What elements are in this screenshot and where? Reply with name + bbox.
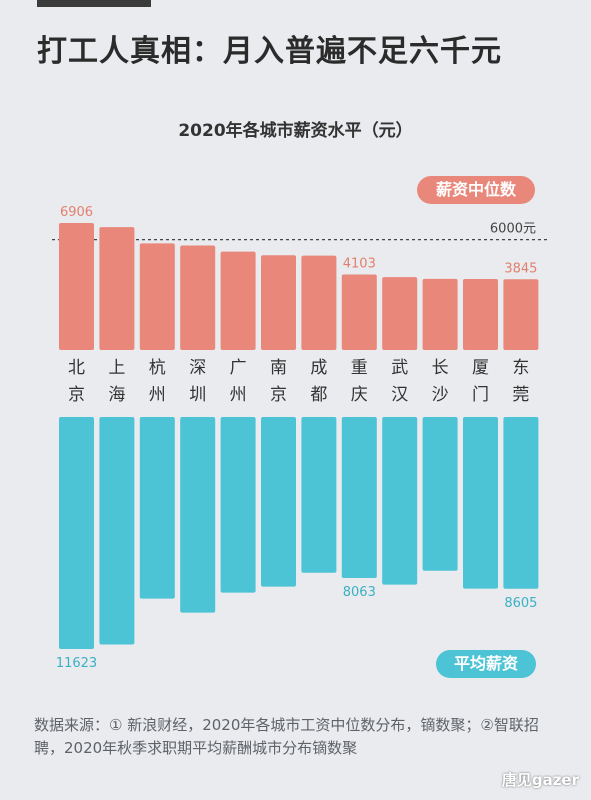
median-bar xyxy=(59,223,94,350)
median-bar xyxy=(139,243,175,350)
category-label: 长 xyxy=(432,358,449,378)
category-label: 海 xyxy=(108,385,125,405)
median-bar xyxy=(503,279,539,350)
average-bar xyxy=(503,417,539,589)
median-bar xyxy=(382,277,418,350)
median-bar xyxy=(261,255,296,350)
category-label: 莞 xyxy=(512,385,529,405)
category-label: 广 xyxy=(230,358,247,378)
data-source-note: 数据来源：① 新浪财经，2020年各城市工资中位数分布，镝数聚；②智联招聘，20… xyxy=(34,716,539,757)
average-bar xyxy=(341,417,377,578)
average-bar xyxy=(422,417,458,571)
category-label: 京 xyxy=(68,385,85,405)
title-accent-bar xyxy=(37,0,151,7)
category-label: 京 xyxy=(270,385,287,405)
category-label: 都 xyxy=(310,385,327,405)
median-bar xyxy=(180,245,216,350)
chart-title: 2020年各城市薪资水平（元） xyxy=(178,121,413,141)
average-bar xyxy=(463,417,498,589)
median-bar xyxy=(422,278,458,350)
category-label: 重 xyxy=(351,358,368,378)
category-label: 南 xyxy=(270,358,287,378)
average-bar xyxy=(139,417,175,599)
category-label: 沙 xyxy=(432,385,449,405)
average-bar xyxy=(59,417,94,649)
page-title: 打工人真相：月入普遍不足六千元 xyxy=(37,34,502,69)
median-data-label: 4103 xyxy=(343,257,376,272)
average-bar xyxy=(180,417,216,613)
reference-line-label: 6000元 xyxy=(490,222,536,237)
median-bar xyxy=(301,255,337,350)
watermark: 唐见gazer xyxy=(501,771,579,789)
median-bar xyxy=(341,274,377,350)
average-data-label: 8605 xyxy=(504,596,537,611)
legend-average-salary: 平均薪资 xyxy=(436,650,536,678)
median-data-label: 3845 xyxy=(504,261,537,276)
category-label: 北 xyxy=(68,358,85,378)
median-bar xyxy=(99,227,135,350)
legend-median-salary: 薪资中位数 xyxy=(417,176,535,204)
category-label: 杭 xyxy=(149,358,166,378)
category-label: 深 xyxy=(189,358,206,378)
category-label: 汉 xyxy=(391,385,408,405)
category-label: 上 xyxy=(108,358,125,378)
category-label: 庆 xyxy=(351,385,368,405)
category-label: 州 xyxy=(149,385,166,405)
category-label: 成 xyxy=(310,358,327,378)
average-bar xyxy=(382,417,418,585)
average-bar xyxy=(261,417,296,587)
category-label: 圳 xyxy=(189,385,206,405)
category-label: 武 xyxy=(391,358,408,378)
average-data-label: 8063 xyxy=(343,585,376,600)
category-label: 州 xyxy=(230,385,247,405)
category-label: 东 xyxy=(512,358,529,378)
median-bar xyxy=(463,279,498,350)
average-data-label: 11623 xyxy=(56,656,97,671)
category-label: 门 xyxy=(472,385,489,405)
category-label: 厦 xyxy=(472,358,489,378)
average-bar xyxy=(301,417,337,573)
average-bar xyxy=(99,417,135,645)
median-bar xyxy=(220,251,256,350)
median-data-label: 6906 xyxy=(60,205,93,220)
average-bar xyxy=(220,417,256,593)
